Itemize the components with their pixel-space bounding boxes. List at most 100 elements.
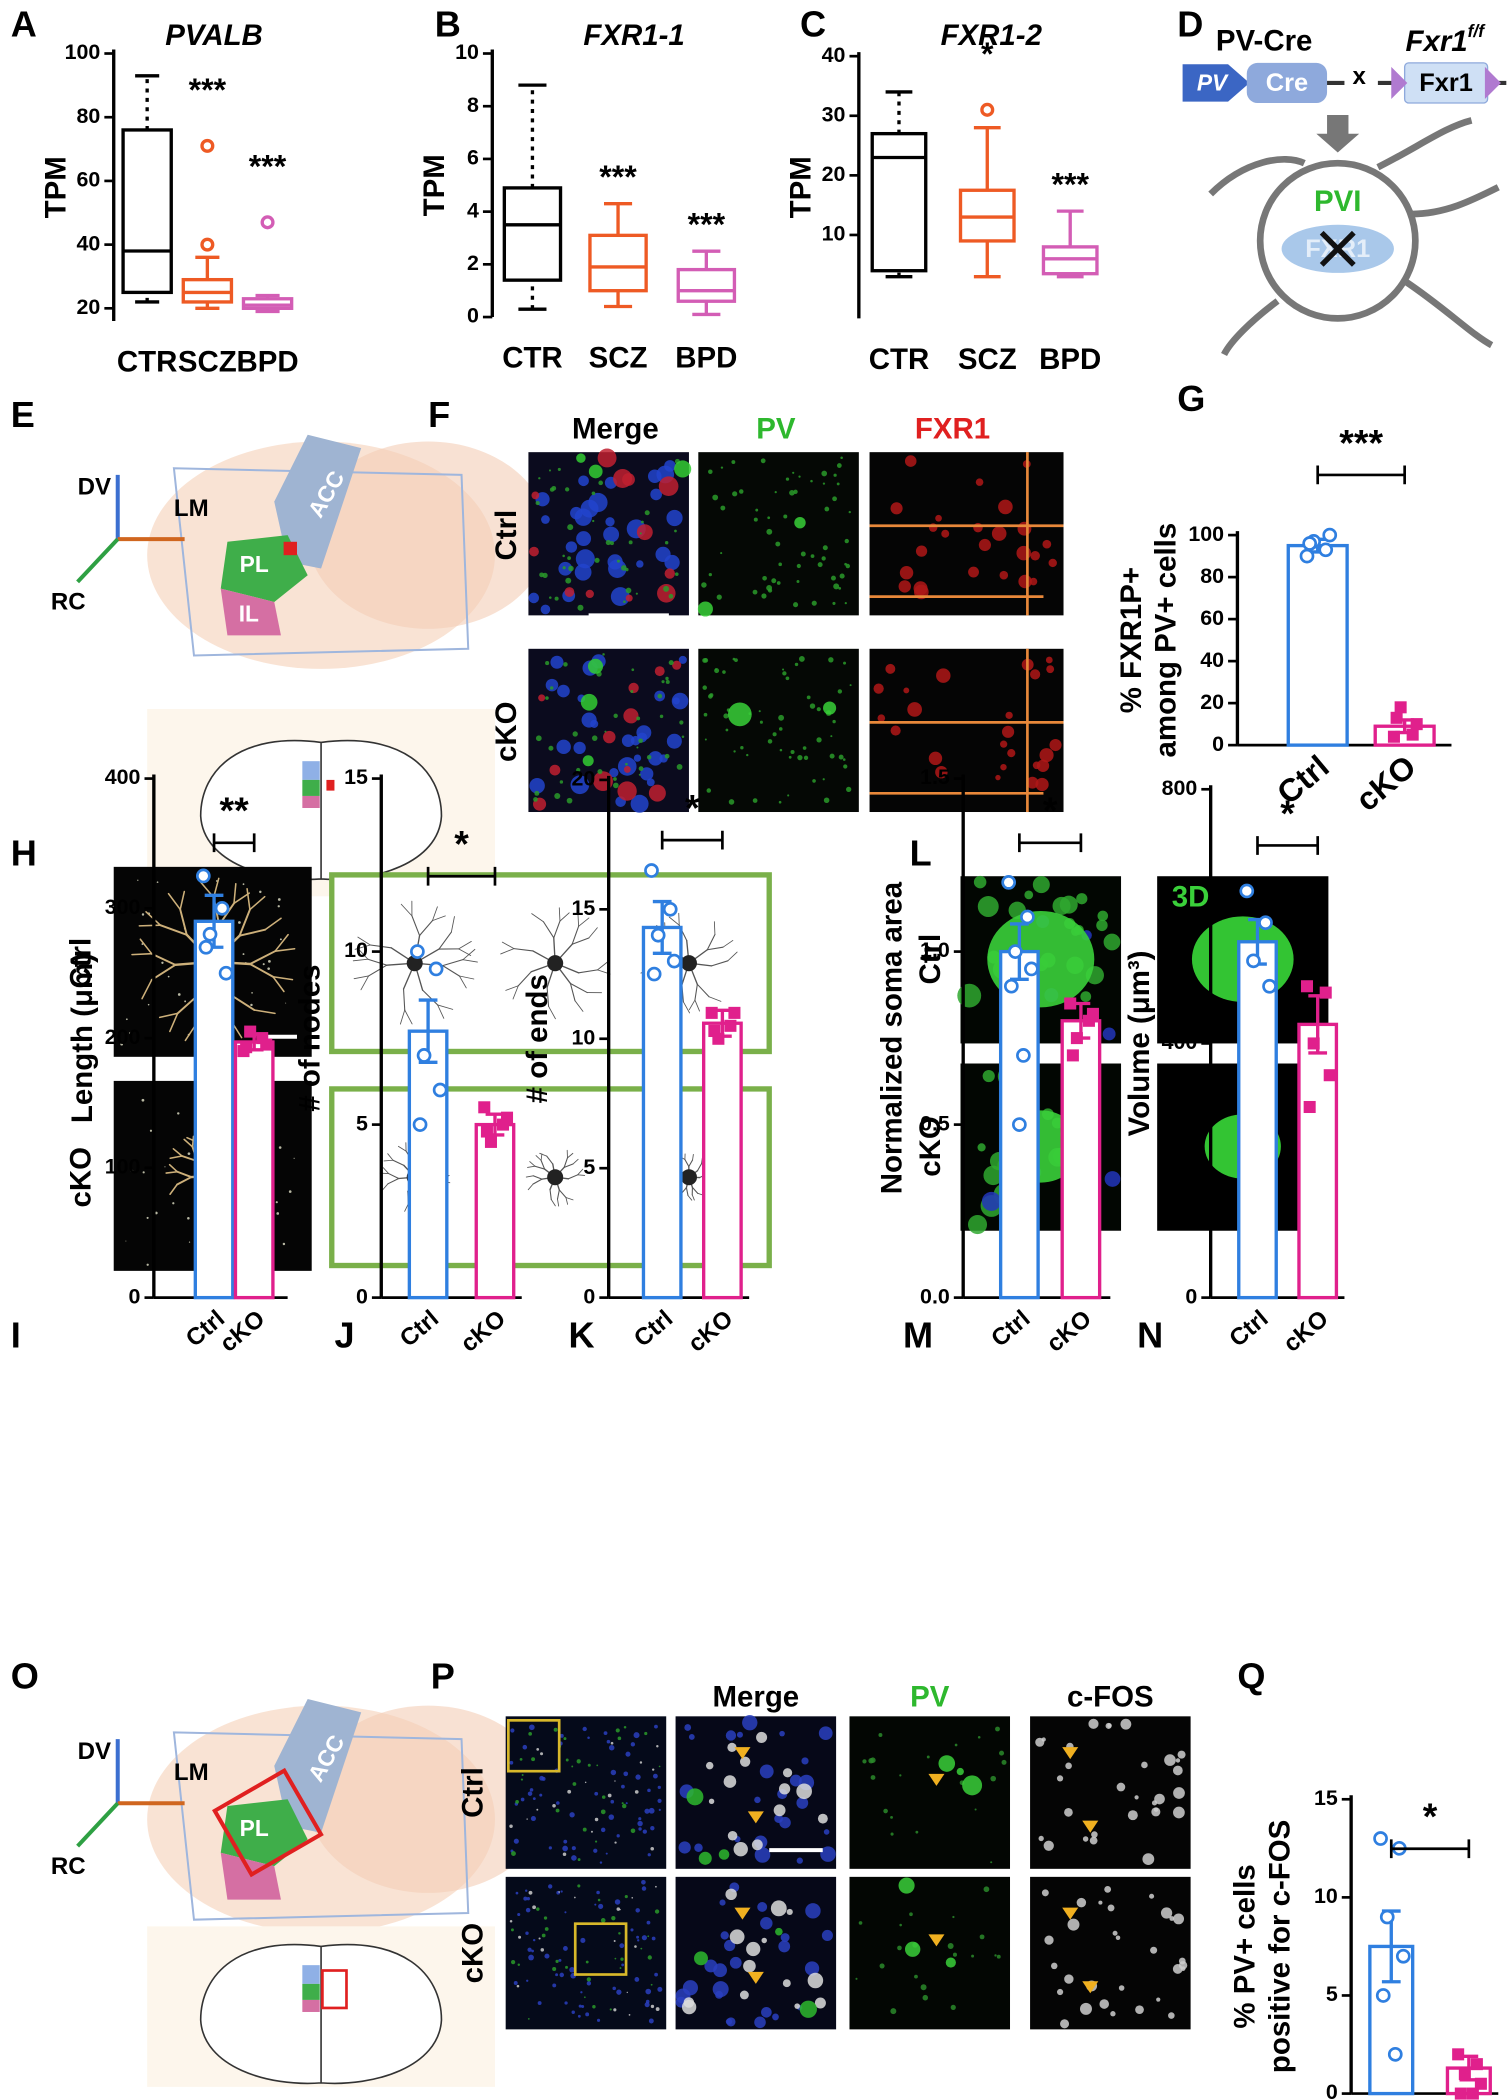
y-tick-label: 80 [77,104,101,128]
brain [307,441,549,629]
data-point [1003,978,1019,994]
cell-signal [714,668,717,671]
y-axis-label: % PV+ cells [1229,1864,1262,2028]
cell-signal [594,557,600,563]
y-tick-label: 15 [1314,1786,1338,1810]
y-tick-label: 5 [1326,1982,1338,2006]
cell-signal [172,1202,175,1205]
cell-signal [596,2018,601,2022]
dendrite [403,988,406,1011]
cell-signal [650,2004,655,2009]
y-tick-label: 10 [455,40,479,64]
cell-signal [545,661,550,666]
cell-signal [156,881,159,884]
cell-signal [641,1935,647,1941]
dendrite [246,887,251,911]
axis-name: RC [51,589,86,616]
cell-signal [625,762,628,766]
significance: * [454,823,469,865]
cell-signal [604,730,607,733]
cell-signal [648,751,663,766]
cell-signal [242,883,245,886]
micrograph [675,1876,837,2030]
cell-signal [890,1815,893,1819]
x-tick-label: cKO [1042,1305,1097,1357]
cell-signal [559,1733,564,1738]
cell-signal [708,573,712,577]
cell-signal [623,765,631,773]
cell-signal [564,2001,568,2005]
cell-signal [767,516,771,520]
x-tick-label: CTR [117,346,177,379]
cell-signal [733,1842,748,1857]
dendrite [432,915,446,922]
cell-signal [754,1847,771,1863]
cell-signal [775,541,781,547]
axis-arrow [76,537,120,584]
cell-signal [564,587,575,597]
cell-signal [574,1896,576,1899]
cell-signal [619,1967,622,1969]
cell-signal [535,500,540,506]
dendrite [397,1145,407,1152]
significance-bracket [1018,833,1083,853]
dendrite [169,1155,183,1159]
image-bg [869,452,1064,616]
cell-signal [554,793,561,800]
region-acc [302,1965,320,1984]
cell-signal [509,1760,514,1765]
cell-signal [1091,1831,1098,1838]
dendrite [542,921,555,939]
dendrite [534,1165,546,1170]
cell-signal [870,1775,876,1780]
dendrite [696,1163,703,1172]
data-point [1066,1049,1079,1062]
dendrite [546,986,550,1007]
data-point [1375,1988,1391,2003]
cell-signal [187,1217,190,1220]
cell-signal [616,1989,622,1995]
cell-signal [656,1745,659,1748]
data-point [1016,1048,1031,1063]
dendrite [462,959,478,963]
cell-signal [585,2012,590,2017]
cell-signal [821,1929,833,1942]
image-bg [1030,1876,1191,2030]
cell-signal [1112,1930,1118,1936]
cell-signal [1110,2011,1116,2017]
cell-signal [525,1931,529,1935]
cell-signal [907,702,922,717]
cell-signal [636,1935,640,1939]
cell-signal [898,580,911,593]
cell-signal [650,1847,655,1851]
dendrite [694,999,700,1012]
cell-signal [617,781,637,801]
cell-signal [630,1742,636,1747]
arrowhead [734,1747,751,1760]
zoom-box [507,1719,561,1773]
column-label: PV [756,413,796,446]
cell-signal [736,1731,743,1738]
cell-signal [995,774,1001,781]
cell-signal [883,1808,888,1814]
dendrite [529,1161,536,1167]
y-tick-label: 20 [822,162,846,186]
cell-signal [647,1935,650,1938]
cell-signal [633,754,642,762]
cell-signal [652,1768,655,1771]
cell-signal [647,1955,652,1960]
cell-signal [1142,1853,1155,1865]
cell-signal [731,460,736,464]
cell-signal [262,963,265,966]
data-point [1452,2048,1465,2061]
cell-signal [665,676,669,681]
cell-signal [569,1966,575,1973]
y-axis-label: # of nodes [293,965,326,1112]
dendrite [565,1197,569,1205]
cell-signal [821,556,826,561]
micrograph [869,648,1064,813]
target-mark [326,779,335,791]
cell-signal [282,1242,286,1246]
arrowhead [747,1811,764,1824]
cell-signal [973,522,983,533]
